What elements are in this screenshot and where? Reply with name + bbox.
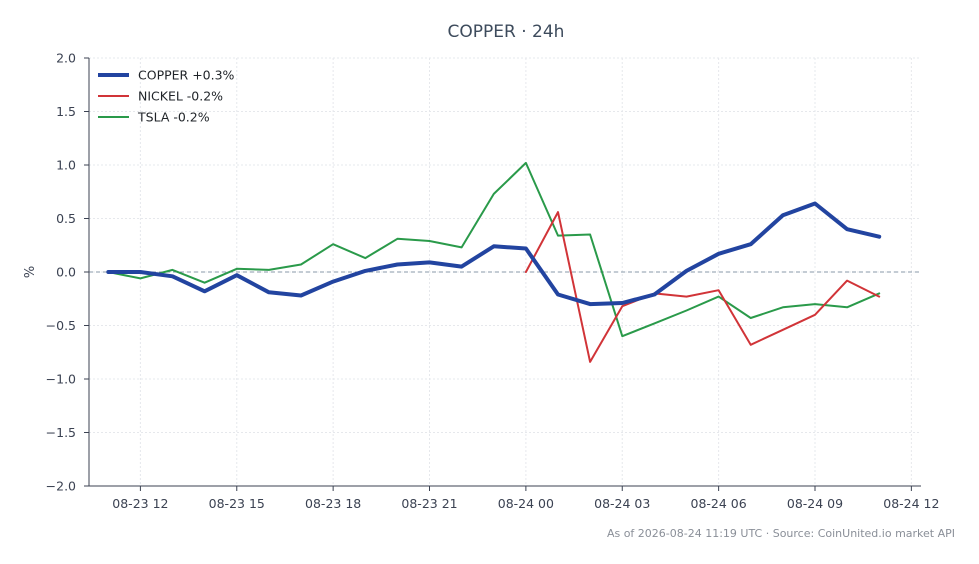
- series-line-tsla: [107, 161, 881, 338]
- y-axis-label: %: [23, 266, 38, 278]
- x-tick-label: 08-24 12: [883, 496, 939, 511]
- y-tick-label: 2.0: [56, 51, 76, 66]
- x-tick-label: 08-24 09: [787, 496, 843, 511]
- x-tick-label: 08-23 15: [209, 496, 265, 511]
- source-footer: As of 2026-08-24 11:19 UTC · Source: Coi…: [607, 527, 955, 540]
- y-axis-ticks: 2.0 1.5 1.0 0.5 0.0 −0.5 −1.0 −1.5 −2.0: [46, 51, 89, 494]
- y-tick-label: −1.5: [46, 425, 76, 440]
- x-tick-label: 08-24 00: [498, 496, 554, 511]
- y-tick-label: −0.5: [46, 318, 76, 333]
- y-tick-label: 1.5: [56, 104, 76, 119]
- y-tick-label: −2.0: [46, 479, 76, 494]
- series-lines: [106, 161, 882, 363]
- x-axis-ticks: 08-23 12 08-23 15 08-23 18 08-23 21 08-24 00…: [112, 486, 939, 511]
- legend-label-nickel: NICKEL -0.2%: [138, 89, 223, 104]
- legend-label-copper: COPPER +0.3%: [138, 68, 235, 83]
- chart-title: COPPER · 24h: [448, 22, 565, 42]
- y-tick-label: 0.5: [56, 211, 76, 226]
- y-tick-label: 1.0: [56, 158, 76, 173]
- x-tick-label: 08-23 12: [112, 496, 168, 511]
- y-tick-label: 0.0: [56, 265, 76, 280]
- series-line-nickel: [524, 211, 881, 363]
- y-tick-label: −1.0: [46, 372, 76, 387]
- legend-label-tsla: TSLA -0.2%: [137, 110, 210, 125]
- x-tick-label: 08-24 03: [594, 496, 650, 511]
- series-line-copper: [106, 201, 882, 307]
- x-tick-label: 08-23 21: [401, 496, 457, 511]
- x-tick-label: 08-24 06: [691, 496, 747, 511]
- legend: COPPER +0.3% NICKEL -0.2% TSLA -0.2%: [98, 68, 235, 125]
- x-tick-label: 08-23 18: [305, 496, 361, 511]
